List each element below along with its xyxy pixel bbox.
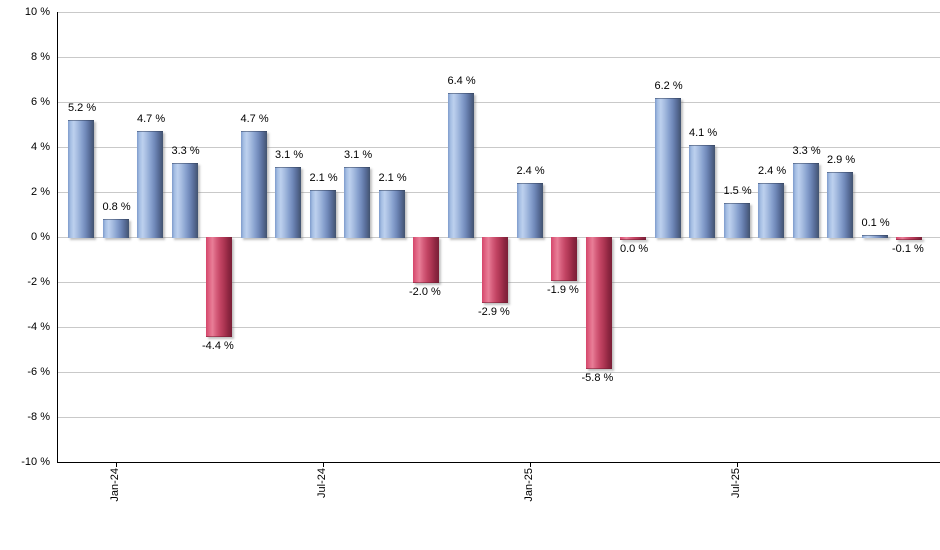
bar-value-label: 3.1 % [344, 149, 373, 162]
bar-value-label: -2.9 % [478, 306, 510, 319]
y-axis-tick-label: -10 % [21, 456, 50, 468]
gridline [57, 417, 940, 418]
bar [585, 237, 612, 369]
bar [861, 234, 888, 238]
gridline [57, 57, 940, 58]
x-axis-tick [322, 462, 324, 467]
bar-value-label: 2.4 % [758, 165, 787, 177]
bar [275, 167, 301, 238]
bar-value-label: 3.3 % [792, 144, 821, 157]
gridline [57, 147, 940, 148]
bar [171, 162, 198, 238]
y-axis-line [57, 12, 58, 462]
x-axis-tick [736, 462, 738, 467]
bar [309, 189, 336, 238]
bar-value-label: 6.2 % [654, 79, 683, 92]
x-axis-line [57, 462, 940, 463]
y-axis-tick-label: -2 % [27, 276, 50, 288]
gridline [57, 102, 940, 103]
x-axis-tick-label: Jan-24 [108, 468, 121, 502]
bar [240, 131, 267, 238]
bar [758, 183, 784, 238]
bar [482, 237, 508, 304]
bar [689, 144, 715, 238]
gridline [57, 372, 940, 373]
gridline [57, 192, 940, 193]
bar-value-label: 2.1 % [309, 171, 338, 184]
bar-value-label: 5.2 % [68, 102, 97, 114]
bar [102, 219, 129, 238]
bar [551, 237, 577, 281]
bar-value-label: 2.1 % [378, 171, 407, 184]
bar [413, 237, 439, 283]
bar-value-label: 4.1 % [689, 126, 718, 139]
bar [620, 237, 646, 240]
bar-value-label: 3.3 % [171, 144, 200, 157]
bar-value-label: -0.1 % [892, 243, 924, 256]
bar [344, 167, 370, 238]
bar-value-label: 0.0 % [620, 243, 649, 255]
bar-value-label: 0.1 % [861, 216, 890, 229]
y-axis-tick-label: -8 % [27, 411, 50, 423]
x-axis-tick-label: Jul-24 [315, 468, 328, 498]
bar [792, 162, 819, 238]
bar-value-label: 2.9 % [827, 153, 856, 166]
bar-value-label: 6.4 % [447, 75, 476, 87]
bar-value-label: 0.8 % [102, 201, 131, 213]
gridline [57, 12, 940, 13]
y-axis-tick-label: -6 % [27, 366, 50, 378]
bar-value-label: -2.0 % [409, 286, 441, 298]
bar [68, 120, 94, 238]
bar-value-label: -1.9 % [547, 283, 579, 296]
bar-value-label: 4.7 % [240, 113, 269, 126]
bar-value-label: 4.7 % [137, 113, 166, 126]
bar-value-label: -4.4 % [202, 340, 234, 352]
bar-value-label: 3.1 % [275, 149, 304, 162]
x-axis-tick [115, 462, 117, 467]
bar [723, 203, 750, 238]
gridline [57, 327, 940, 328]
y-axis-tick-label: 0 % [31, 231, 50, 243]
y-axis-tick-label: 10 % [24, 6, 50, 18]
bar [516, 183, 543, 238]
bar-value-label: -5.8 % [581, 371, 614, 384]
bar [896, 237, 922, 241]
x-axis-tick [529, 462, 531, 467]
y-axis-tick-label: -4 % [27, 321, 50, 333]
x-axis-tick-label: Jul-25 [729, 468, 742, 498]
bar-value-label: 1.5 % [723, 185, 752, 198]
bar [447, 93, 474, 238]
bar [827, 171, 853, 238]
bar [378, 189, 405, 238]
bar-value-label: 2.4 % [516, 165, 545, 177]
y-axis-tick-label: 6 % [31, 96, 50, 108]
y-axis-tick-label: 2 % [31, 186, 50, 198]
bar [654, 97, 681, 238]
y-axis-tick-label: 4 % [31, 141, 50, 153]
bar [206, 237, 232, 337]
y-axis-tick-label: 8 % [31, 51, 50, 63]
x-axis-tick-label: Jan-25 [522, 468, 535, 502]
bar [137, 131, 163, 238]
